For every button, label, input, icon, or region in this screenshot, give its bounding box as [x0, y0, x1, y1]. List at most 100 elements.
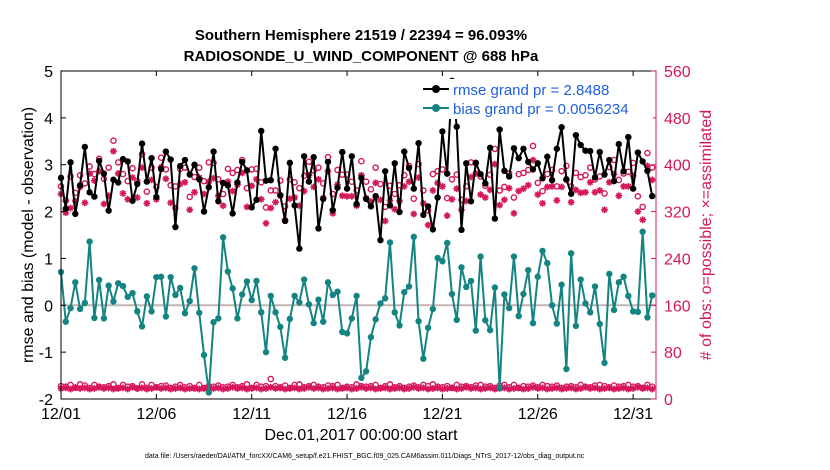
obs-assimilated-marker [243, 385, 251, 393]
bias-point [582, 300, 589, 307]
rmse-point [95, 157, 103, 165]
obs-assimilated-marker [634, 208, 642, 215]
rmse-point [119, 155, 127, 163]
obs-assimilated-marker [81, 199, 89, 207]
obs-assimilated-marker [405, 178, 413, 186]
obs-possible-marker [105, 164, 112, 171]
rmse-point [229, 210, 236, 217]
bias-point [491, 284, 499, 291]
rmse-point [62, 205, 69, 212]
bias-point [505, 304, 513, 312]
bias-point [401, 288, 408, 296]
obs-assimilated-marker [620, 182, 627, 190]
rmse-point [196, 176, 203, 183]
rmse-point [215, 198, 222, 205]
rmse-point [591, 174, 599, 181]
rmse-point [238, 158, 246, 166]
x-tick-label: 12/06 [136, 406, 176, 423]
obs-assimilated-marker [148, 385, 155, 392]
rmse-point [539, 175, 546, 182]
bias-point [434, 254, 441, 262]
bias-point [458, 264, 465, 271]
rmse-point [401, 148, 408, 155]
rmse-point [548, 176, 556, 184]
obs-assimilated-marker [362, 385, 370, 392]
obs-assimilated-marker [305, 383, 313, 391]
obs-assimilated-marker [138, 384, 146, 392]
bias-point [143, 293, 151, 300]
right-y-tick-label: 80 [664, 345, 682, 362]
bias-point [200, 351, 208, 359]
bias-point [191, 265, 198, 272]
obs-assimilated-marker [315, 175, 322, 183]
rmse-point [510, 145, 518, 152]
obs-possible-marker [129, 164, 136, 172]
bias-point [367, 333, 375, 341]
bias-point [563, 365, 570, 373]
bias-point [138, 323, 146, 330]
obs-assimilated-marker [648, 385, 656, 393]
x-axis-label: Dec.01,2017 00:00:00 start [264, 427, 458, 444]
bias-point [391, 309, 398, 316]
legend-box [420, 79, 653, 119]
obs-possible-marker [534, 179, 542, 187]
rmse-point [67, 159, 74, 166]
bias-point [305, 301, 313, 308]
obs-assimilated-marker [243, 203, 251, 211]
obs-assimilated-marker [191, 188, 198, 196]
obs-possible-marker [358, 157, 365, 165]
obs-assimilated-marker [262, 219, 270, 227]
bias-point [553, 320, 561, 327]
obs-possible-marker [305, 158, 313, 166]
bias-point [119, 282, 127, 290]
rmse-point [443, 170, 451, 177]
bias-point [477, 253, 484, 260]
rmse-point [529, 166, 537, 173]
bias-point [334, 288, 341, 295]
bias-point [172, 291, 179, 299]
rmse-point [334, 184, 341, 191]
obs-assimilated-marker [238, 384, 246, 392]
rmse-point [172, 223, 179, 231]
bias-point [162, 313, 170, 320]
bias-point [615, 279, 623, 286]
rmse-point [243, 167, 251, 174]
obs-assimilated-marker [500, 196, 508, 204]
rmse-point [572, 131, 580, 139]
obs-assimilated-marker [429, 187, 437, 194]
bias-point [229, 285, 236, 292]
y-axis-ticks: -2 -1 0 1 2 3 4 5 [39, 64, 66, 409]
rmse-point [81, 143, 89, 151]
rmse-point [610, 177, 618, 185]
rmse-point [386, 202, 394, 209]
bias-point [439, 258, 446, 265]
obs-possible-marker [510, 194, 518, 201]
obs-assimilated-marker [439, 182, 446, 190]
obs-possible-marker [195, 164, 203, 171]
bias-point [300, 276, 308, 283]
rmse-point [176, 162, 184, 170]
obs-assimilated-marker [415, 385, 422, 392]
rmse-point [115, 179, 122, 186]
obs-assimilated-marker [152, 383, 160, 391]
right-y-axis-label: # of obs: o=possible; ×=assimilated [698, 110, 715, 360]
rmse-point [477, 170, 484, 178]
obs-assimilated-marker [100, 200, 108, 208]
y-tick-label: 5 [44, 64, 53, 81]
bias-point [420, 355, 427, 362]
bias-point [91, 314, 98, 322]
rmse-point [339, 148, 346, 156]
bias-point [501, 291, 508, 298]
bias-point [62, 318, 69, 325]
obs-assimilated-marker [129, 383, 136, 391]
obs-assimilated-marker [133, 194, 141, 201]
rmse-point [315, 225, 322, 232]
rmse-point [463, 160, 470, 167]
bias-point [272, 309, 279, 316]
data-file-footnote: data file: /Users/raeder/DAI/ATM_forcXX/… [145, 453, 585, 460]
rmse-point [391, 160, 398, 167]
obs-assimilated-marker [448, 384, 456, 392]
rmse-point [372, 192, 379, 200]
obs-assimilated-marker [381, 217, 389, 225]
